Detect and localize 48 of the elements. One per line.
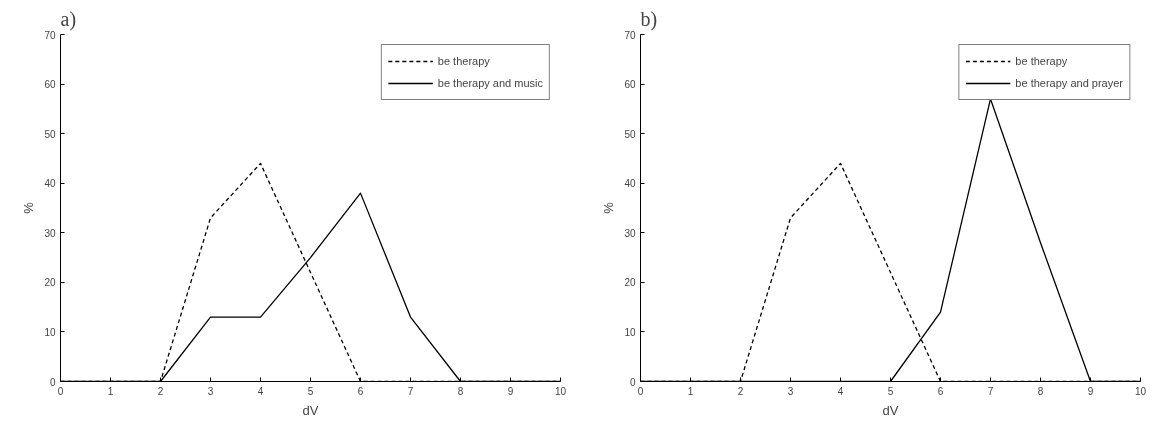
- y-tick-label: 30: [44, 227, 56, 239]
- x-tick-label: 10: [1134, 385, 1147, 397]
- y-tick-label: 50: [624, 128, 636, 140]
- y-tick-label: 0: [629, 376, 636, 388]
- chart-title: a): [60, 7, 77, 31]
- y-tick-label: 30: [624, 227, 636, 239]
- x-tick-label: 10: [554, 385, 567, 397]
- x-tick-label: 0: [637, 385, 644, 397]
- x-tick-label: 6: [357, 385, 364, 397]
- y-tick-label: 20: [44, 277, 56, 289]
- x-axis-title: dV: [882, 402, 899, 418]
- x-tick-label: 4: [837, 385, 844, 397]
- x-tick-label: 7: [987, 385, 994, 397]
- legend-label: be therapy and prayer: [1015, 77, 1123, 89]
- chart-title: b): [640, 7, 658, 31]
- x-tick-label: 4: [257, 385, 264, 397]
- x-tick-label: 8: [1037, 385, 1044, 397]
- y-tick-label: 50: [44, 128, 56, 140]
- x-axis-title: dV: [302, 402, 319, 418]
- y-tick-label: 40: [44, 178, 56, 190]
- x-tick-label: 5: [307, 385, 314, 397]
- x-tick-label: 2: [157, 385, 164, 397]
- y-axis-title: %: [21, 201, 37, 214]
- y-tick-label: 60: [624, 79, 636, 91]
- x-tick-label: 0: [57, 385, 64, 397]
- legend-label: be therapy and music: [437, 77, 543, 89]
- y-tick-label: 40: [624, 178, 636, 190]
- legend-label: be therapy: [1015, 55, 1068, 67]
- y-tick-label: 70: [624, 29, 636, 41]
- x-tick-label: 2: [737, 385, 744, 397]
- x-tick-label: 5: [887, 385, 894, 397]
- y-axis-title: %: [601, 201, 617, 214]
- y-tick-label: 0: [49, 376, 56, 388]
- x-tick-label: 9: [1087, 385, 1094, 397]
- x-tick-label: 1: [107, 385, 114, 397]
- x-tick-label: 7: [407, 385, 414, 397]
- y-tick-label: 10: [624, 326, 636, 338]
- y-tick-label: 20: [624, 277, 636, 289]
- x-tick-label: 9: [507, 385, 514, 397]
- y-tick-label: 10: [44, 326, 56, 338]
- x-tick-label: 8: [457, 385, 464, 397]
- y-tick-label: 60: [44, 79, 56, 91]
- x-tick-label: 6: [937, 385, 944, 397]
- x-tick-label: 3: [207, 385, 214, 397]
- x-tick-label: 1: [687, 385, 694, 397]
- x-tick-label: 3: [787, 385, 794, 397]
- y-tick-label: 70: [44, 29, 56, 41]
- legend-label: be therapy: [437, 55, 490, 67]
